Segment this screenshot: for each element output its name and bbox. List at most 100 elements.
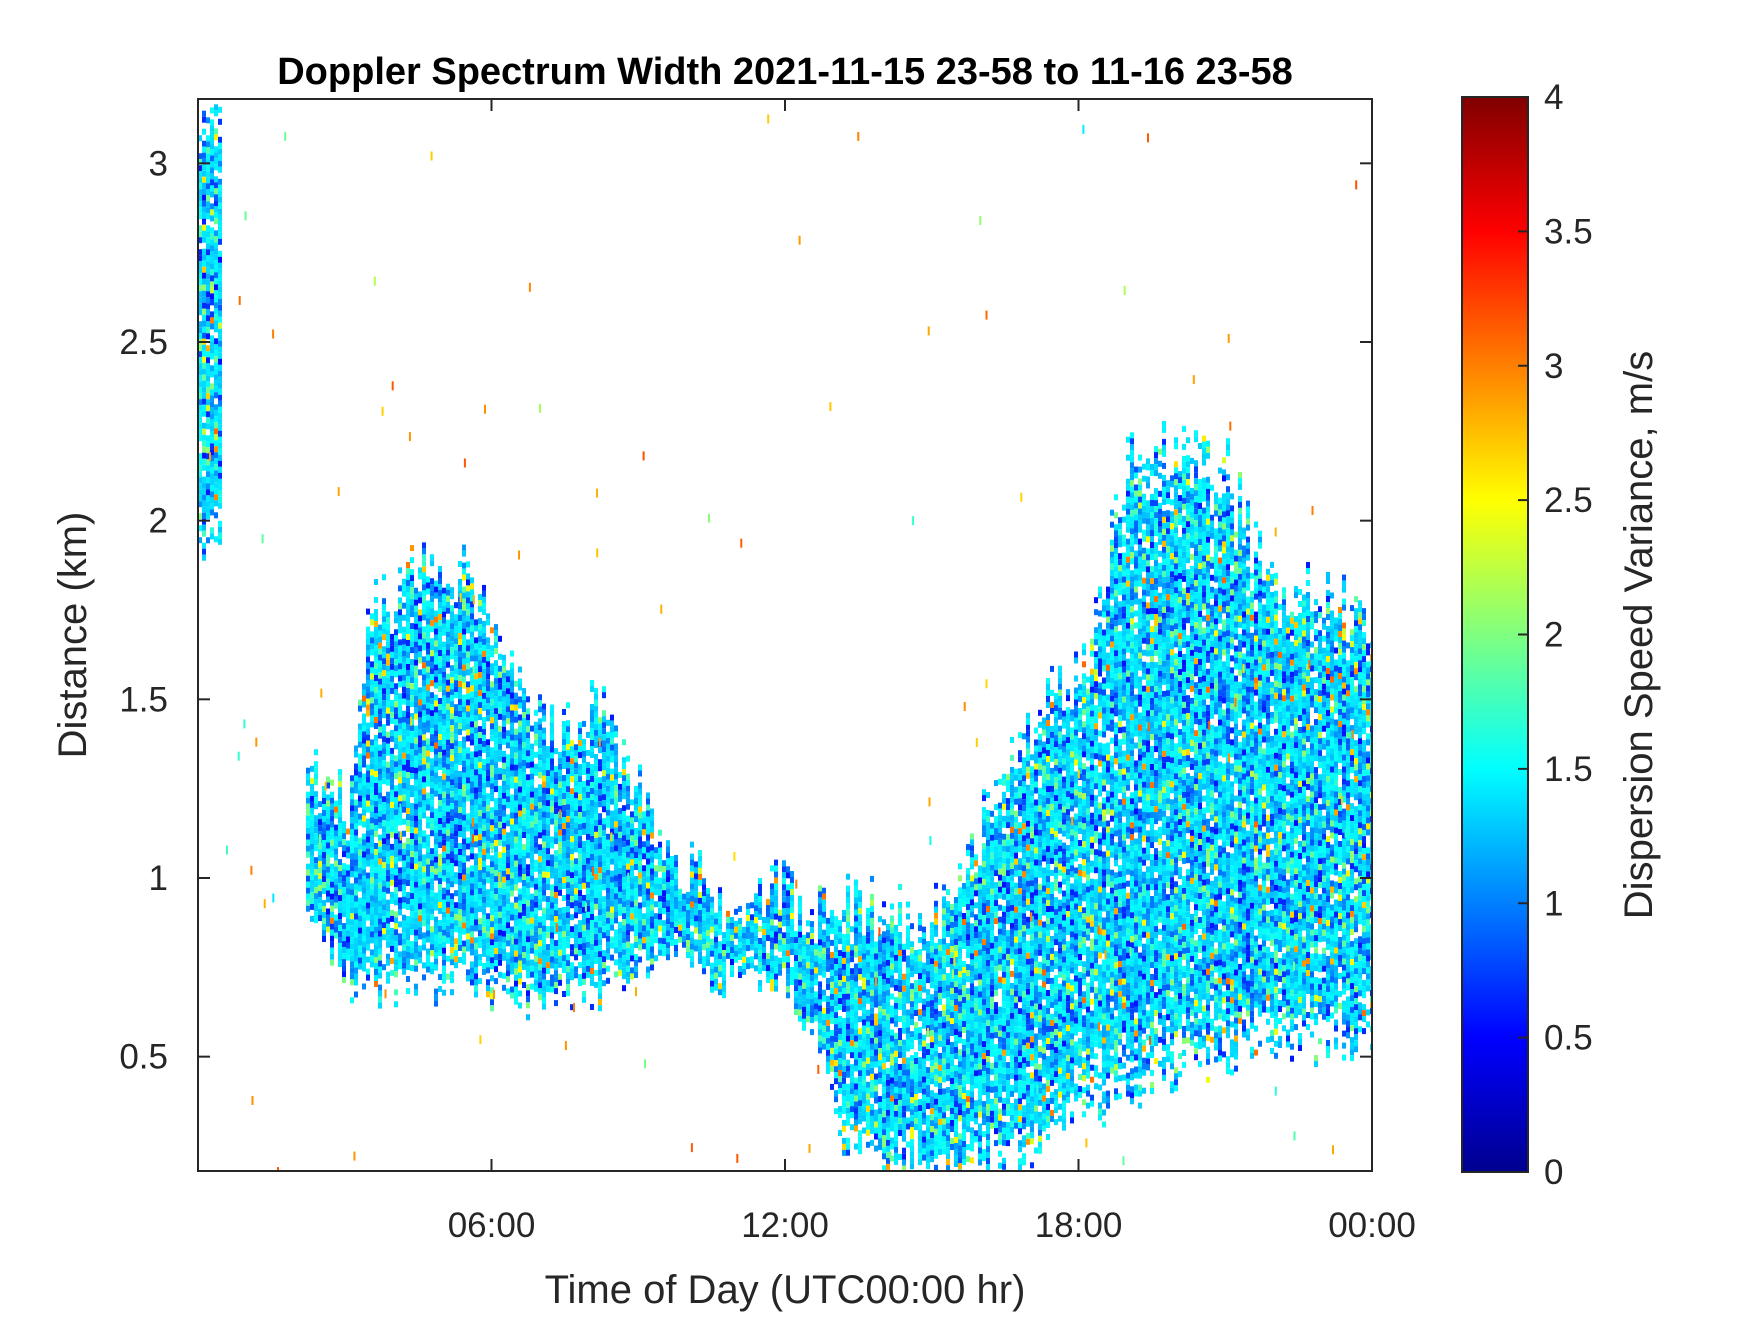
heatmap-cell [438,572,442,578]
heatmap-cell [450,941,454,948]
heatmap-cell [618,909,622,916]
heatmap-cell [478,672,482,679]
heatmap-cell [510,848,514,855]
heatmap-cell [578,878,582,885]
heatmap-cell [394,743,398,750]
heatmap-cell [454,752,458,759]
heatmap-cell [530,797,534,804]
heatmap-cell [826,953,830,960]
heatmap-cell [386,971,390,978]
heatmap-cell [550,734,554,741]
heatmap-cell [442,761,446,768]
heatmap-cell [330,809,334,816]
heatmap-cell [210,203,214,210]
heatmap-cell [474,883,478,890]
heatmap-cell [550,740,554,747]
heatmap-cell [642,895,646,902]
heatmap-cell [622,841,626,848]
heatmap-cell [378,858,382,865]
heatmap-cell [502,660,506,667]
heatmap-cell [538,718,542,725]
heatmap-cell [518,924,522,931]
heatmap-cell [418,885,422,892]
heatmap-cell [446,925,450,932]
heatmap-cell [610,816,614,823]
heatmap-cell [486,655,490,662]
heatmap-cell [490,891,494,898]
heatmap-cell [210,245,214,252]
heatmap-cell [450,815,454,822]
heatmap-cell [538,850,542,857]
heatmap-cell [434,862,438,869]
heatmap-cell [490,903,494,910]
heatmap-cell [402,830,406,837]
heatmap-cell [482,692,486,699]
heatmap-cell [538,994,542,1001]
heatmap-cell [418,693,422,700]
heatmap-cell [478,678,482,685]
heatmap-cell [366,710,370,717]
heatmap-cell [638,812,642,819]
heatmap-cell [482,878,486,885]
heatmap-cell [562,943,566,949]
heatmap-cell [374,765,378,771]
heatmap-cell [354,883,358,890]
heatmap-cell [734,944,738,951]
heatmap-cell [370,859,374,866]
heatmap-cell [410,725,414,732]
heatmap-cell [306,821,310,828]
heatmap-cell [618,951,622,958]
heatmap-cell [518,756,522,763]
heatmap-cell [442,959,446,966]
heatmap-cell [410,815,414,822]
heatmap-cell [202,554,206,561]
heatmap-cell [470,589,474,596]
heatmap-cell [486,985,490,992]
heatmap-cell [390,855,394,862]
heatmap-cell [362,719,366,726]
heatmap-cell [478,828,482,835]
heatmap-cell [522,958,526,964]
heatmap-cell [410,701,414,708]
heatmap-cell [426,756,430,763]
heatmap-cell [406,640,410,646]
heatmap-cell [558,883,562,890]
heatmap-cell [498,929,502,936]
heatmap-cell [502,720,506,727]
heatmap-cell [458,759,462,765]
heatmap-cell [674,927,678,933]
heatmap-cell [386,749,390,756]
heatmap-cell [634,816,638,822]
heatmap-cell [198,477,202,484]
heatmap-cell [366,680,370,687]
heatmap-cell [446,937,450,944]
heatmap-cell [670,892,674,898]
heatmap-cell [318,855,322,862]
heatmap-cell [614,791,618,798]
heatmap-cell [690,841,694,848]
heatmap-cell [714,930,718,937]
heatmap-cell [214,218,218,225]
heatmap-cell [394,899,398,906]
heatmap-cell [794,931,798,938]
heatmap-cell [526,750,530,757]
heatmap-cell [522,892,526,898]
heatmap-cell [434,844,438,851]
heatmap-cell [598,783,602,790]
heatmap-cell [498,653,502,660]
heatmap-cell [542,793,546,800]
heatmap-cell [378,834,382,841]
heatmap-cell [318,909,322,916]
heatmap-cell [526,840,530,847]
heatmap-cell [634,798,638,804]
heatmap-cell [454,602,458,609]
heatmap-cell [446,757,450,764]
heatmap-cell [626,755,630,762]
heatmap-cell [438,878,442,884]
heatmap-cell [398,645,402,652]
heatmap-cell [330,959,334,966]
heatmap-cell [382,910,386,917]
heatmap-cell [394,635,398,642]
heatmap-cell [522,742,526,748]
heatmap-cell [546,860,550,867]
